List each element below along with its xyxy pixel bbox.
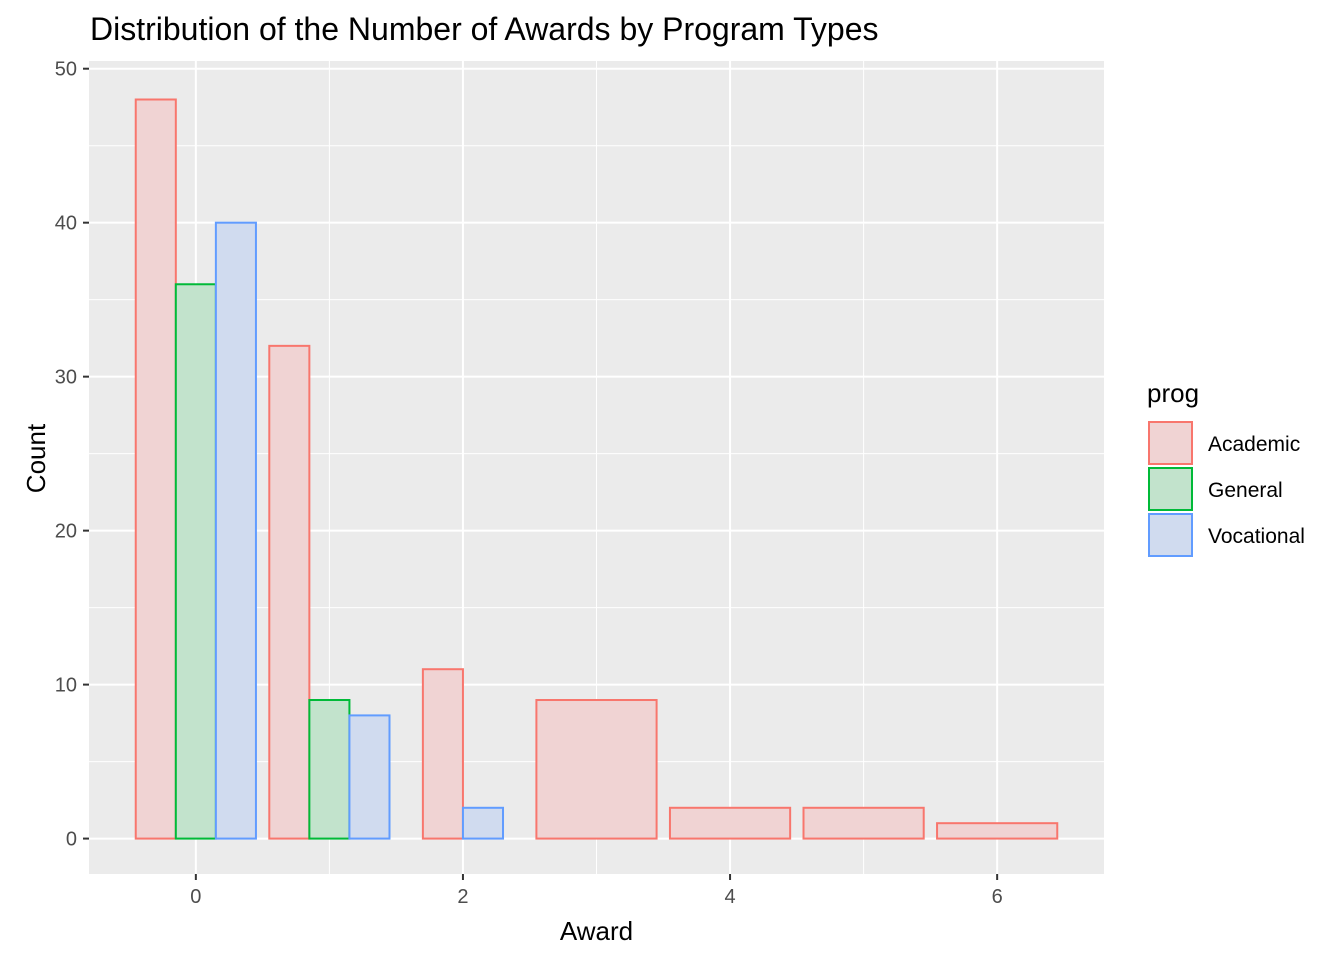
bar-academic-3 <box>535 699 658 840</box>
y-tick-label: 40 <box>55 213 77 235</box>
bar-general-1 <box>308 699 351 840</box>
bar-academic-6 <box>936 822 1059 840</box>
legend: prog Academic General Vocational <box>1147 378 1305 557</box>
x-tick-label: 6 <box>992 886 1003 908</box>
legend-key-academic <box>1148 421 1193 465</box>
bars-layer <box>134 98 1059 840</box>
bar-vocational-2 <box>461 806 505 840</box>
legend-key-vocational <box>1148 513 1193 557</box>
chart-title: Distribution of the Number of Awards by … <box>90 11 879 47</box>
x-tick-label: 4 <box>724 886 735 908</box>
legend-label-vocational: Vocational <box>1208 525 1305 548</box>
bar-academic-2 <box>421 668 464 840</box>
bar-academic-0 <box>134 98 177 840</box>
bar-academic-5 <box>802 806 925 840</box>
y-tick-label: 10 <box>55 675 77 697</box>
y-tick-label: 20 <box>55 521 77 543</box>
bar-general-0 <box>174 283 217 840</box>
bar-academic-1 <box>268 344 311 840</box>
legend-key-general <box>1148 467 1193 511</box>
x-axis-title: Award <box>560 916 633 946</box>
bar-academic-4 <box>668 806 792 840</box>
y-axis-title: Count <box>21 423 51 493</box>
axes-layer: 0 10 20 30 40 50 0 2 4 6 <box>55 59 1003 908</box>
legend-label-general: General <box>1208 479 1283 502</box>
x-tick-label: 2 <box>457 886 468 908</box>
legend-label-academic: Academic <box>1208 433 1300 456</box>
bar-vocational-1 <box>348 714 391 840</box>
y-tick-label: 50 <box>55 59 77 81</box>
bar-vocational-0 <box>214 221 257 840</box>
y-tick-label: 30 <box>55 367 77 389</box>
x-tick-label: 0 <box>190 886 201 908</box>
y-tick-label: 0 <box>66 829 77 851</box>
legend-title: prog <box>1147 378 1199 408</box>
